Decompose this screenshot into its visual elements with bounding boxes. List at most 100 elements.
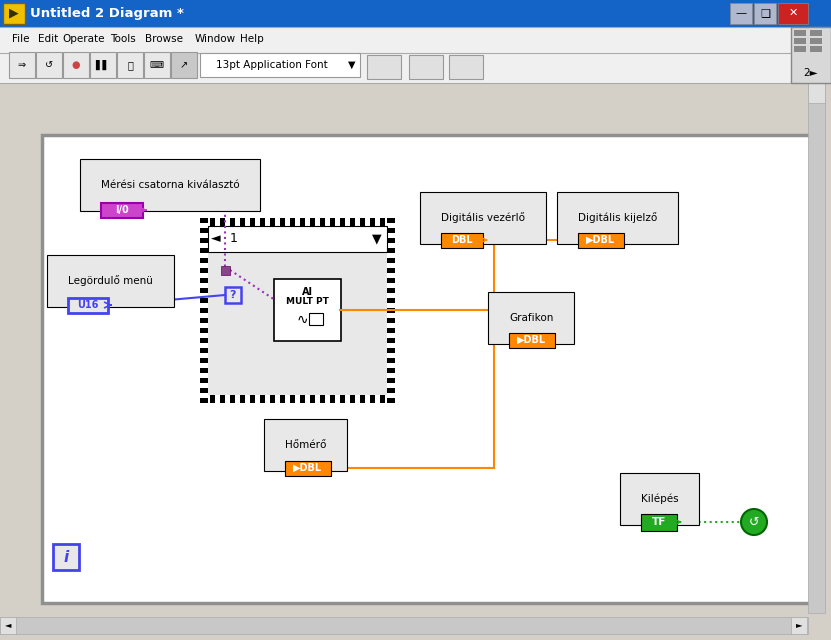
Text: Edit: Edit <box>38 34 58 44</box>
FancyBboxPatch shape <box>385 395 390 403</box>
FancyBboxPatch shape <box>315 218 320 226</box>
FancyBboxPatch shape <box>285 461 331 476</box>
FancyBboxPatch shape <box>245 218 250 226</box>
FancyBboxPatch shape <box>310 395 315 403</box>
FancyBboxPatch shape <box>578 233 624 248</box>
FancyBboxPatch shape <box>387 343 395 348</box>
FancyBboxPatch shape <box>230 395 235 403</box>
FancyBboxPatch shape <box>305 218 310 226</box>
Text: 1: 1 <box>230 232 238 246</box>
FancyBboxPatch shape <box>0 0 831 27</box>
Text: ►: ► <box>796 621 802 630</box>
FancyBboxPatch shape <box>387 288 395 293</box>
FancyBboxPatch shape <box>387 398 395 403</box>
FancyBboxPatch shape <box>387 258 395 263</box>
FancyBboxPatch shape <box>200 233 208 238</box>
FancyBboxPatch shape <box>387 388 395 393</box>
FancyBboxPatch shape <box>300 395 305 403</box>
FancyBboxPatch shape <box>409 55 443 79</box>
Text: Mérési csatorna kiválasztó: Mérési csatorna kiválasztó <box>101 180 239 190</box>
FancyBboxPatch shape <box>255 218 260 226</box>
FancyBboxPatch shape <box>200 228 208 233</box>
FancyBboxPatch shape <box>9 52 35 78</box>
FancyBboxPatch shape <box>90 52 116 78</box>
FancyBboxPatch shape <box>200 283 208 288</box>
FancyBboxPatch shape <box>208 226 387 395</box>
FancyBboxPatch shape <box>794 30 806 36</box>
FancyBboxPatch shape <box>210 218 215 226</box>
Text: ↺: ↺ <box>749 515 760 529</box>
FancyBboxPatch shape <box>387 263 395 268</box>
FancyBboxPatch shape <box>387 393 395 398</box>
FancyBboxPatch shape <box>275 218 280 226</box>
Text: Legördulő menü: Legördulő menü <box>68 275 153 287</box>
Text: Browse: Browse <box>145 34 183 44</box>
FancyBboxPatch shape <box>387 218 395 223</box>
FancyBboxPatch shape <box>390 395 395 403</box>
FancyBboxPatch shape <box>36 52 62 78</box>
FancyBboxPatch shape <box>387 238 395 243</box>
FancyBboxPatch shape <box>200 268 208 273</box>
FancyBboxPatch shape <box>345 218 350 226</box>
FancyBboxPatch shape <box>220 395 225 403</box>
FancyBboxPatch shape <box>171 52 197 78</box>
FancyBboxPatch shape <box>315 395 320 403</box>
FancyBboxPatch shape <box>449 55 483 79</box>
FancyBboxPatch shape <box>200 273 208 278</box>
FancyBboxPatch shape <box>387 283 395 288</box>
FancyBboxPatch shape <box>117 52 143 78</box>
Text: Grafikon: Grafikon <box>509 313 553 323</box>
FancyBboxPatch shape <box>200 353 208 358</box>
Text: ▶DBL: ▶DBL <box>518 335 547 345</box>
FancyBboxPatch shape <box>295 395 300 403</box>
FancyBboxPatch shape <box>387 243 395 248</box>
FancyBboxPatch shape <box>387 363 395 368</box>
FancyBboxPatch shape <box>280 218 285 226</box>
FancyBboxPatch shape <box>200 223 208 228</box>
FancyBboxPatch shape <box>200 348 208 353</box>
Text: ▼: ▼ <box>348 60 356 70</box>
FancyBboxPatch shape <box>387 333 395 338</box>
FancyBboxPatch shape <box>387 358 395 363</box>
FancyBboxPatch shape <box>225 395 230 403</box>
FancyBboxPatch shape <box>387 328 395 333</box>
FancyBboxPatch shape <box>309 313 323 325</box>
Text: MULT PT: MULT PT <box>286 298 329 307</box>
FancyBboxPatch shape <box>387 278 395 283</box>
FancyBboxPatch shape <box>200 398 208 403</box>
FancyBboxPatch shape <box>325 218 330 226</box>
Text: Untitled 2 Diagram *: Untitled 2 Diagram * <box>30 6 184 19</box>
FancyBboxPatch shape <box>285 218 290 226</box>
FancyBboxPatch shape <box>387 353 395 358</box>
FancyBboxPatch shape <box>208 226 387 252</box>
Circle shape <box>741 509 767 535</box>
Text: Operate: Operate <box>62 34 105 44</box>
FancyBboxPatch shape <box>810 30 822 36</box>
FancyBboxPatch shape <box>144 52 170 78</box>
FancyBboxPatch shape <box>200 243 208 248</box>
FancyBboxPatch shape <box>791 617 807 634</box>
FancyBboxPatch shape <box>350 395 355 403</box>
FancyBboxPatch shape <box>290 395 295 403</box>
Text: ▌▌: ▌▌ <box>96 60 111 70</box>
FancyBboxPatch shape <box>221 266 230 275</box>
FancyBboxPatch shape <box>387 383 395 388</box>
FancyBboxPatch shape <box>387 248 395 253</box>
FancyBboxPatch shape <box>235 218 240 226</box>
FancyBboxPatch shape <box>245 395 250 403</box>
Text: ◄: ◄ <box>211 232 221 246</box>
FancyBboxPatch shape <box>200 388 208 393</box>
Text: Kilépés: Kilépés <box>641 493 679 504</box>
FancyBboxPatch shape <box>240 395 245 403</box>
FancyBboxPatch shape <box>387 323 395 328</box>
Text: Window: Window <box>195 34 236 44</box>
Text: Digitális kijelző: Digitális kijelző <box>578 212 657 223</box>
FancyBboxPatch shape <box>200 303 208 308</box>
FancyBboxPatch shape <box>325 395 330 403</box>
FancyBboxPatch shape <box>375 395 380 403</box>
FancyBboxPatch shape <box>200 258 208 263</box>
FancyBboxPatch shape <box>778 3 808 24</box>
Text: ⇒: ⇒ <box>18 60 26 70</box>
FancyBboxPatch shape <box>754 3 776 24</box>
FancyBboxPatch shape <box>200 313 208 318</box>
